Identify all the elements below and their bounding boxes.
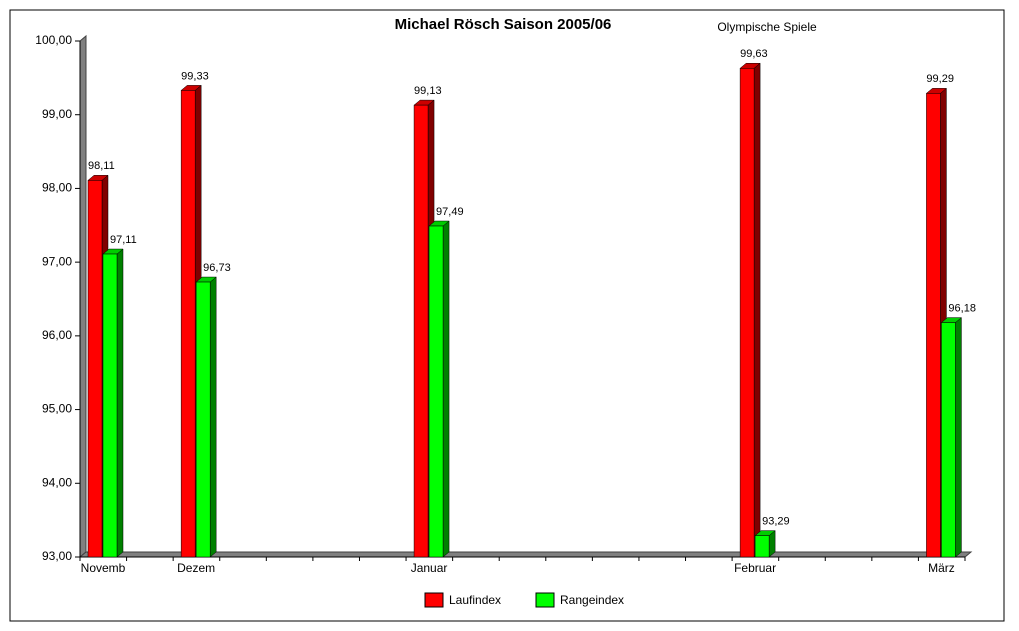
value-label: 96,18: [948, 302, 976, 314]
y-tick-label: 93,00: [42, 549, 72, 563]
bar: [428, 220, 450, 558]
annotation: Olympische Spiele: [717, 20, 817, 34]
bar: [940, 317, 963, 558]
y-tick-label: 98,00: [42, 181, 72, 195]
bar-front: [180, 90, 196, 558]
value-label: 93,29: [762, 516, 790, 528]
legend-label: Rangeindex: [560, 593, 624, 607]
y-tick-label: 100,00: [35, 33, 72, 47]
value-label: 99,63: [740, 48, 768, 60]
bar: [195, 276, 217, 558]
chart-frame: [9, 9, 1005, 622]
value-label: 96,73: [203, 262, 231, 274]
y-tick-label: 96,00: [42, 328, 72, 342]
x-tick-label: Dezem: [177, 561, 215, 575]
y-tick-label: 99,00: [42, 107, 72, 121]
y-tick-label: 95,00: [42, 402, 72, 416]
legend-label: Laufindex: [449, 593, 501, 607]
y-tick-label: 97,00: [42, 254, 72, 268]
bar-front: [739, 68, 755, 558]
legend-swatch: [535, 592, 555, 608]
value-label: 98,11: [88, 160, 115, 172]
bar: [754, 530, 776, 558]
value-label: 99,13: [414, 85, 442, 97]
x-tick-label: März: [928, 561, 955, 575]
bar-front: [87, 180, 103, 558]
value-label: 97,11: [110, 234, 137, 246]
bar: [102, 248, 124, 558]
bar-front: [413, 104, 429, 558]
y-tick-label: 94,00: [42, 475, 72, 489]
bar-front: [102, 253, 118, 558]
bar-front: [941, 322, 956, 558]
chart-title: Michael Rösch Saison 2005/06: [395, 16, 612, 33]
left-wall: [79, 34, 87, 559]
bar-side: [753, 62, 761, 558]
value-label: 99,33: [181, 70, 209, 82]
legend-swatch: [424, 592, 444, 608]
value-label: 97,49: [436, 206, 464, 218]
bar-side: [955, 317, 962, 558]
value-label: 99,29: [926, 73, 954, 85]
x-tick-label: Novemb: [81, 561, 126, 575]
bar-side: [442, 220, 450, 558]
x-tick-label: Januar: [411, 561, 448, 575]
bar-side: [116, 248, 124, 558]
bar-front: [195, 281, 211, 558]
x-tick-label: Februar: [734, 561, 776, 575]
bar-front: [754, 535, 770, 558]
bar-front: [926, 93, 941, 558]
bar-side: [209, 276, 217, 558]
bar: [739, 62, 761, 558]
bar-front: [428, 225, 444, 558]
